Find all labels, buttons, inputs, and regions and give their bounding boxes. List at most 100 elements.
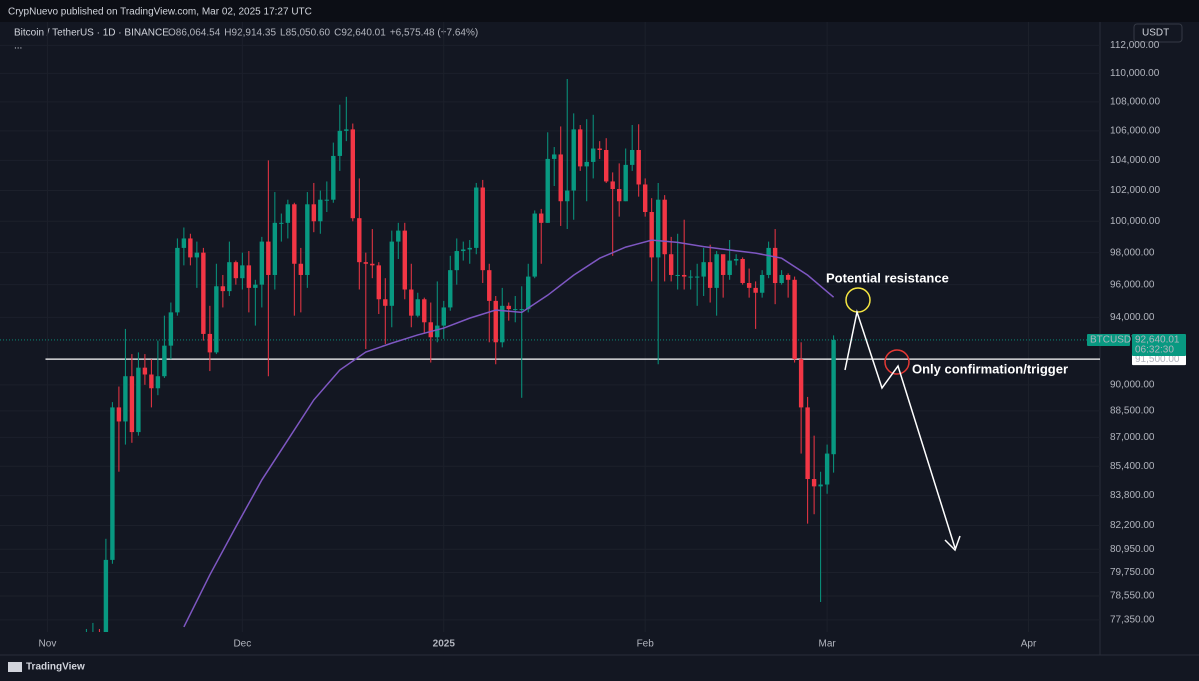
candle-body <box>772 247 778 284</box>
candle-body <box>694 276 700 278</box>
candle-body <box>155 376 161 389</box>
candle-body <box>811 479 817 487</box>
candle-body <box>409 289 414 316</box>
candle-body <box>727 260 732 275</box>
plot-area <box>0 79 1100 637</box>
candle-body <box>103 559 109 632</box>
trigger-circle <box>884 349 910 375</box>
y-tick-label: 88,500.00 <box>1110 406 1155 417</box>
candle-body <box>136 367 141 433</box>
candle-body <box>785 274 791 280</box>
candle-body <box>422 299 427 323</box>
candle-body <box>435 325 440 338</box>
candle-body <box>519 309 524 311</box>
candle-body <box>662 199 667 255</box>
ohlc-h: H <box>224 28 231 39</box>
candle-body <box>545 158 550 223</box>
candle-body <box>259 241 265 285</box>
candle-body <box>188 238 193 258</box>
annotations: Potential resistance Only confirmation/t… <box>826 270 1068 552</box>
logo-icon <box>8 662 22 672</box>
ohlc-o: O <box>168 28 176 39</box>
candle-body <box>370 263 375 266</box>
ohlc-c: C <box>334 28 341 39</box>
candle-body <box>376 265 381 300</box>
candle-body <box>506 305 511 310</box>
candle-body <box>798 359 804 408</box>
candle-body <box>597 148 602 150</box>
symbol-label: BTCUSDT <box>1090 335 1137 346</box>
candle-body <box>779 274 784 284</box>
candle-body <box>461 249 466 252</box>
candle-body <box>142 367 148 375</box>
y-tick-label: 96,000.00 <box>1110 279 1155 290</box>
currency[interactable]: USDT <box>1142 28 1169 39</box>
candle-body <box>636 149 641 185</box>
y-tick-label: 112,000.00 <box>1110 40 1160 51</box>
candle-body <box>240 265 245 279</box>
candle-body <box>720 254 726 275</box>
candle-body <box>539 213 544 223</box>
candle-body <box>753 287 758 293</box>
candle-body <box>766 247 771 275</box>
candle-body <box>578 129 583 167</box>
candle-body <box>344 129 349 131</box>
candle-body <box>759 274 765 293</box>
support-label-box <box>1132 353 1186 366</box>
candle-body <box>740 258 745 284</box>
candle-body <box>383 299 388 306</box>
candle-body <box>584 161 589 167</box>
candle-body <box>110 407 115 560</box>
candle-body <box>513 309 518 311</box>
candle-body <box>831 339 836 455</box>
candle-body <box>655 199 661 258</box>
candle-body <box>707 262 713 288</box>
candle-body <box>487 270 492 301</box>
candle-body <box>246 265 252 288</box>
candle-body <box>532 213 537 277</box>
x-tick-label: Dec <box>233 639 251 650</box>
candle-body <box>733 258 739 261</box>
symbol: Bitcoin / TetherUS · 1D · BINANCE <box>14 28 169 39</box>
candle-body <box>227 262 232 292</box>
candle-body <box>448 270 453 308</box>
y-tick-label: 77,350.00 <box>1110 615 1155 626</box>
candle-body <box>467 247 472 250</box>
candle-body <box>129 376 135 433</box>
candle-body <box>591 148 596 162</box>
price-label: 92,640.01 <box>1135 335 1180 346</box>
y-tick-label: 110,000.00 <box>1110 68 1160 79</box>
ohlc-low: 85,050.60 <box>286 28 331 39</box>
ohlc-l: L <box>280 28 286 39</box>
candle-body <box>91 633 95 637</box>
candle-body <box>746 283 752 288</box>
candle-body <box>623 164 628 202</box>
arrow-head <box>944 535 961 552</box>
candle-body <box>604 149 609 182</box>
candle-body <box>363 262 369 264</box>
symbol-box <box>1087 333 1130 346</box>
price-box <box>1132 333 1186 356</box>
publisher: CrypNuevo published on TradingView.com, … <box>8 7 312 18</box>
top-bar <box>0 0 1199 22</box>
axes: 112,000.00 110,000.00 108,000.00 106,000.00… <box>39 40 1186 650</box>
candle-body <box>168 312 174 346</box>
candle-body <box>292 204 297 264</box>
y-tick-label: 98,000.00 <box>1110 247 1155 258</box>
candle-body <box>311 204 317 222</box>
countdown-label: 06:32:30 <box>1135 345 1174 356</box>
y-tick-label: 90,000.00 <box>1110 379 1155 390</box>
y-tick-label: 85,400.00 <box>1110 461 1155 472</box>
candle-body <box>493 300 498 343</box>
candle-body <box>474 187 479 248</box>
currency-button[interactable] <box>1133 23 1183 43</box>
candle-body <box>675 274 680 276</box>
candle-body <box>298 263 304 275</box>
candle-body <box>175 247 180 313</box>
candle-body <box>441 307 446 326</box>
candle-body <box>824 453 830 485</box>
more: ... <box>14 41 22 52</box>
x-tick-label: Feb <box>637 639 655 650</box>
candle-body <box>285 204 291 223</box>
